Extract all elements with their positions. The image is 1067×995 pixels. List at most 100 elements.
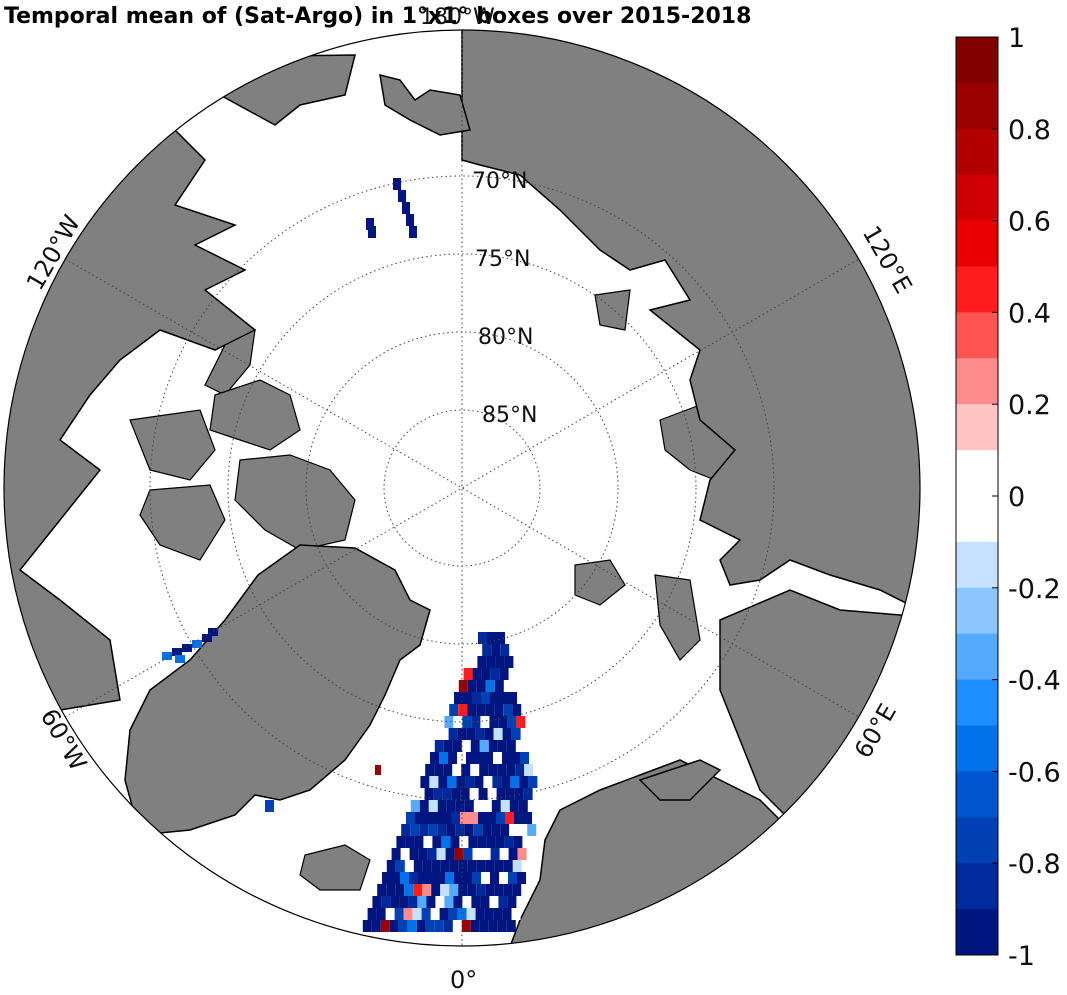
heatmap-cell [447,776,457,788]
heatmap-cell [480,896,490,908]
heatmap-cell [486,656,496,668]
heatmap-cell [458,704,468,716]
heatmap-cell [455,800,465,812]
heatmap-cell [192,640,202,648]
heatmap-cell [512,884,522,896]
heatmap-cell [446,824,456,836]
heatmap-cell [470,920,480,932]
land-franz-josef [654,574,701,661]
heatmap-cell [425,920,435,932]
heatmap-cell [445,848,455,860]
heatmap-cell [265,800,274,812]
heatmap-cell [466,752,475,764]
heatmap-cell [476,680,486,692]
heatmap-cell [508,692,517,704]
heatmap-cell [502,752,511,764]
heatmap-cell [472,692,481,704]
colorbar-tick-label: 0 [1008,482,1025,513]
lat-labels: 70°N 75°N 80°N 85°N [472,169,537,428]
heatmap-cell [413,884,423,896]
heatmap-cell [503,704,513,716]
heatmap-cell [464,824,474,836]
heatmap-cell [429,776,439,788]
heatmap-cell [511,728,521,740]
heatmap-cell [436,848,446,860]
heatmap-cell [362,920,372,932]
heatmap-cell [430,752,439,764]
heatmap-cell [485,704,495,716]
heatmap-cell [528,776,538,788]
heatmap-cell [398,190,406,202]
heatmap-cell [476,860,486,872]
heatmap-cell [417,896,427,908]
heatmap-cell [494,860,504,872]
heatmap-cell [443,740,453,752]
heatmap-cell [208,628,218,636]
heatmap-cell [443,764,453,776]
heatmap-cell [493,908,503,920]
heatmap-cell [468,836,478,848]
heatmap-cell [456,776,466,788]
heatmap-cell [490,848,500,860]
heatmap-cell [488,920,498,932]
heatmap-cell [405,836,415,848]
heatmap-cell [377,884,387,896]
heatmap-cell [380,920,390,932]
heatmap-cell [518,824,528,836]
heatmap-cell [412,908,422,920]
colorbar-segment [956,817,998,864]
heatmap-cell [448,728,458,740]
heatmap-cell [448,752,457,764]
land-iceland [299,844,371,891]
heatmap-cell [503,884,513,896]
heatmap-cell [463,872,472,884]
heatmap-cell [446,800,456,812]
heatmap-cell [413,860,423,872]
heatmap-cell [409,848,419,860]
heatmap-cell [449,884,459,896]
heatmap-cell [454,848,464,860]
heatmap-cell [478,632,487,644]
heatmap-cell [454,692,463,704]
heatmap-cell [454,872,463,884]
heatmap-cell [424,788,434,800]
heatmap-cell [505,812,514,824]
colorbar-tick-label: -0.6 [1008,757,1061,788]
heatmap-cell [467,680,477,692]
heatmap-cell [427,872,436,884]
heatmap-cell [434,764,444,776]
heatmap-cell [495,836,505,848]
heatmap-cell [372,896,382,908]
heatmap-cell [415,812,424,824]
heatmap-cell [484,908,494,920]
heatmap-cell [395,884,405,896]
heatmap-cell [422,860,432,872]
colorbar-segment [956,633,998,681]
heatmap-cell [451,812,460,824]
heatmap-cell [442,788,452,800]
land-chukotka [379,73,471,136]
chart-title: Temporal mean of (Sat-Argo) in 1°x1° box… [4,4,752,29]
heatmap-cell [428,824,438,836]
heatmap-cell [471,896,481,908]
heatmap-cell [479,764,489,776]
colorbar-tick-label: 0.4 [1008,298,1051,329]
heatmap-cell [474,776,484,788]
heatmap-cell [491,824,501,836]
heatmap-cell [400,872,409,884]
colorbar-segment [956,450,998,497]
heatmap-cell [418,872,427,884]
heatmap-cell [479,740,489,752]
heatmap-cell [486,836,496,848]
colorbar-tick-label: -0.8 [1008,849,1061,880]
heatmap-cell [487,632,496,644]
heatmap-cell [443,920,453,932]
heatmap-cell [520,752,529,764]
heatmap-cell [509,800,519,812]
heatmap-cell [440,860,450,872]
colorbar-segment [956,220,998,267]
heatmap-cell [489,716,499,728]
heatmap-cell [508,848,518,860]
heatmap-cell [462,716,472,728]
heatmap-cell [509,824,519,836]
